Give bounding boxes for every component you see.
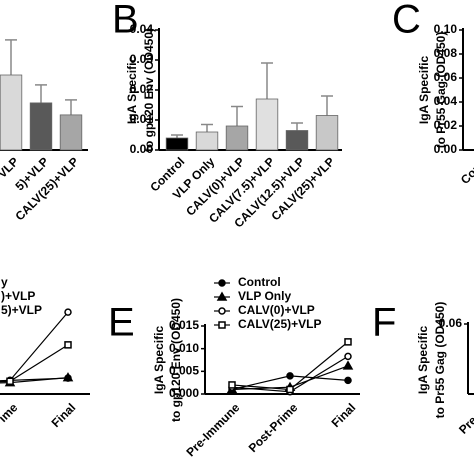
bar bbox=[225, 125, 249, 151]
y-axis-label: IgA Specific bbox=[416, 326, 430, 395]
data-point bbox=[64, 308, 72, 316]
bar bbox=[315, 115, 339, 151]
y-tick-label: 0.005 bbox=[169, 364, 199, 378]
y-axis-label: to Pr55 Gag (OD450) bbox=[433, 302, 447, 419]
legend-marker bbox=[218, 279, 226, 287]
legend-label: VLP Only bbox=[238, 289, 291, 303]
data-point bbox=[286, 372, 294, 380]
data-point bbox=[64, 341, 72, 349]
bar bbox=[255, 98, 279, 151]
x-tick-label: Post-Prime bbox=[246, 400, 301, 455]
legend-label: )+VLP bbox=[1, 289, 35, 303]
y-tick-label: 0.00 bbox=[130, 142, 154, 156]
bar bbox=[195, 131, 219, 151]
bar bbox=[29, 102, 53, 151]
data-point bbox=[6, 377, 14, 386]
legend-label: CALV(0)+VLP bbox=[238, 303, 315, 317]
y-tick-label: 0.06 bbox=[434, 70, 458, 84]
data-point bbox=[286, 385, 294, 394]
y-axis-label: IgA Specific bbox=[417, 56, 431, 125]
y-tick-label: 0.10 bbox=[434, 22, 458, 36]
legend-marker bbox=[218, 307, 226, 315]
data-point bbox=[344, 376, 352, 385]
data-point bbox=[228, 381, 236, 389]
legend-marker bbox=[218, 321, 226, 329]
y-tick-label: 0.01 bbox=[130, 112, 154, 126]
x-tick-label: Pre-Im bbox=[456, 400, 474, 436]
data-point bbox=[342, 360, 354, 370]
y-axis-label: to Pr55 Gag (OD450) bbox=[434, 32, 448, 149]
legend-marker bbox=[216, 291, 228, 301]
y-tick-label: 0.06 bbox=[439, 316, 463, 330]
data-point bbox=[62, 372, 74, 382]
data-point bbox=[344, 352, 352, 361]
x-tick-label: Final bbox=[49, 400, 79, 430]
y-tick-label: 0.015 bbox=[169, 318, 199, 332]
y-tick-label: 0.00 bbox=[434, 142, 458, 156]
y-tick-label: 0.02 bbox=[130, 82, 154, 96]
y-axis-label: to gp120 Env (OD450) bbox=[169, 298, 183, 422]
bar bbox=[165, 137, 189, 151]
x-tick-label: Final bbox=[329, 400, 359, 430]
y-tick-label: 0.08 bbox=[434, 46, 458, 60]
bar bbox=[285, 130, 309, 151]
bar bbox=[0, 74, 23, 151]
legend-label: y bbox=[1, 275, 8, 289]
y-tick-label: 0.010 bbox=[169, 341, 199, 355]
y-tick-label: 0.03 bbox=[130, 52, 154, 66]
series-line bbox=[0, 311, 69, 382]
legend-label: 5)+VLP bbox=[1, 303, 42, 317]
bar bbox=[59, 114, 83, 151]
x-tick-label: ime bbox=[0, 400, 21, 425]
y-axis-label: IgA Specific bbox=[125, 56, 139, 125]
data-point bbox=[344, 338, 352, 346]
legend-label: Control bbox=[238, 275, 281, 289]
panel-letter: C bbox=[392, 0, 421, 42]
y-tick-label: 0.02 bbox=[434, 118, 458, 132]
y-tick-label: 0.000 bbox=[169, 386, 199, 400]
panel-letter: F bbox=[372, 301, 396, 345]
panel-letter: B bbox=[112, 0, 139, 42]
y-tick-label: 0.04 bbox=[434, 94, 458, 108]
x-tick-label: Contr bbox=[458, 154, 474, 187]
y-tick-label: 0.04 bbox=[130, 22, 154, 36]
legend-label: CALV(25)+VLP bbox=[238, 317, 321, 331]
y-axis-label: IgA Specific bbox=[152, 326, 166, 395]
y-axis-label: to gp120 Env (OD450) bbox=[142, 28, 156, 152]
x-tick-label: Pre-Immune bbox=[183, 400, 242, 459]
panel-letter: E bbox=[108, 301, 135, 345]
